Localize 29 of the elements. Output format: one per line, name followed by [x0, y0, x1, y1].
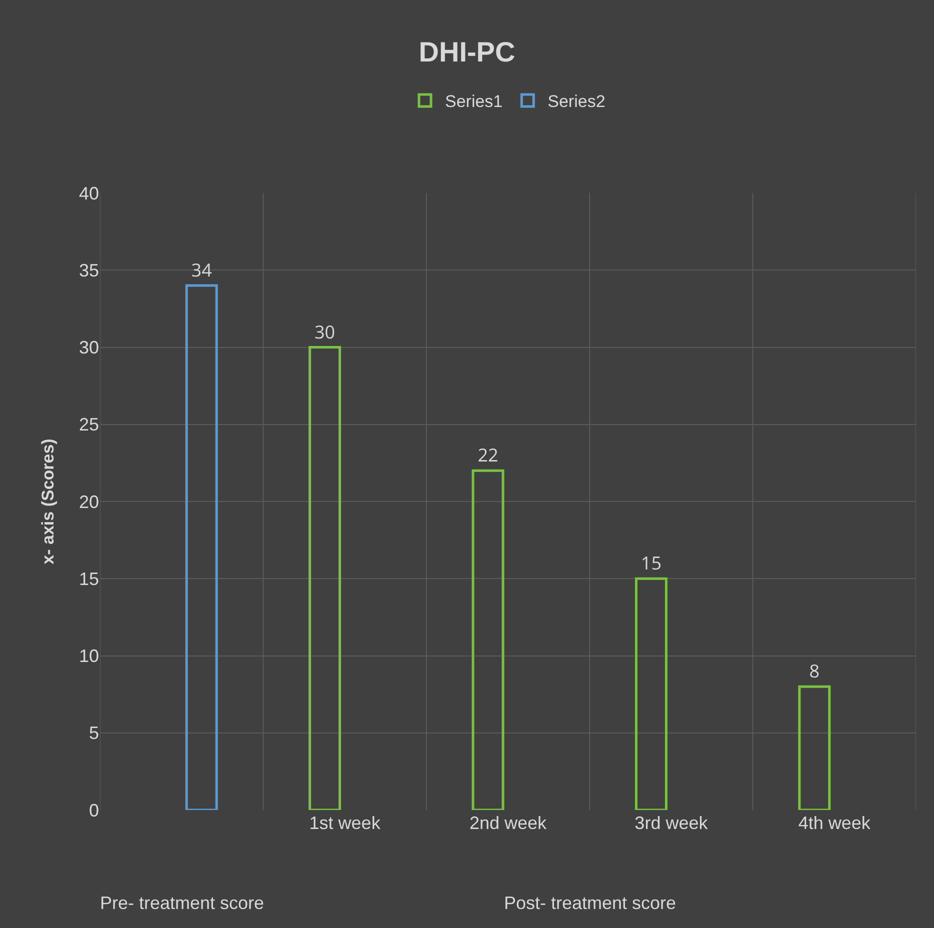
x-tick-label: 3rd week [634, 813, 709, 833]
y-tick-label: 5 [88, 723, 99, 744]
x-tick-label: 1st week [309, 813, 382, 833]
x-tick-label: 4th week [798, 813, 872, 833]
text: Pre- treatment score [100, 893, 264, 913]
data-label: 30 [314, 320, 336, 344]
y-tick-label: 35 [78, 260, 99, 280]
x-tick-label: 2nd week [469, 813, 548, 833]
chart-title: DHI-PC [418, 36, 516, 68]
y-tick-label: 30 [78, 338, 99, 358]
y-axis-title: x- axis (Scores) [38, 438, 58, 564]
bar [798, 685, 831, 810]
data-label: 15 [640, 552, 662, 576]
y-tick-label: 40 [78, 183, 99, 204]
y-tick-label: 20 [78, 492, 99, 512]
data-label: 34 [191, 258, 212, 283]
bar [634, 577, 668, 810]
y-tick-label: 15 [78, 568, 99, 589]
y-tick-label: 10 [78, 646, 99, 666]
data-label: 8 [809, 660, 820, 684]
bar [308, 346, 342, 810]
y-tick-label: 25 [78, 414, 99, 435]
bar [472, 469, 504, 810]
legend-label: Series2 [548, 92, 606, 112]
text: Post- treatment score [504, 893, 676, 913]
legend-label: Series1 [445, 92, 503, 112]
data-label: 22 [478, 444, 498, 468]
y-tick-label: 0 [88, 800, 99, 820]
bar [185, 284, 218, 810]
